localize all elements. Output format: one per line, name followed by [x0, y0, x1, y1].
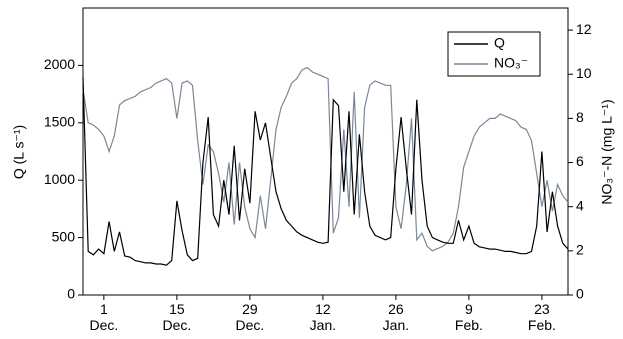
y2-tick-label: 8 — [576, 109, 584, 125]
x-tick-label: 29 Dec. — [235, 301, 265, 333]
y-tick-label: 500 — [52, 228, 76, 244]
y2-tick-label: 0 — [576, 286, 584, 302]
x-tick-label: 15 Dec. — [162, 301, 192, 333]
y-tick-label: 0 — [67, 286, 75, 302]
data-line — [82, 66, 569, 252]
y2-tick-label: 4 — [576, 197, 584, 213]
x-tick-label: 26 Jan. — [382, 301, 410, 333]
y-tick-label: 1500 — [44, 114, 75, 130]
x-tick-label: 23 Feb. — [527, 301, 556, 333]
legend-label: Q — [494, 35, 505, 51]
y2-tick-label: 12 — [576, 21, 592, 37]
legend-label: NO₃⁻ — [494, 55, 528, 71]
y-tick-label: 1000 — [44, 171, 75, 187]
y2-tick-label: 10 — [576, 65, 592, 81]
y2-tick-label: 2 — [576, 242, 584, 258]
y-tick-label: 2000 — [44, 56, 75, 72]
plot-frame — [82, 7, 569, 296]
x-tick-label: 1 Dec. — [89, 301, 119, 333]
y2-axis-label: NO₃⁻-N (mg L⁻¹) — [599, 99, 615, 204]
x-tick-label: 9 Feb. — [454, 301, 483, 333]
y2-tick-label: 6 — [576, 153, 584, 169]
legend-box — [447, 31, 541, 77]
y-axis-label: Q (L s⁻¹) — [11, 125, 27, 179]
x-tick-label: 12 Jan. — [309, 301, 337, 333]
data-line — [82, 76, 569, 266]
